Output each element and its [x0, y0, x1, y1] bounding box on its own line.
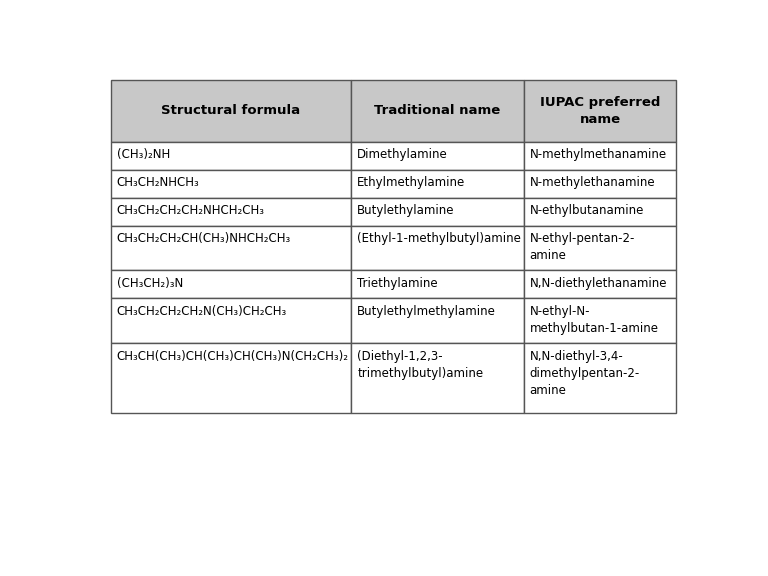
Bar [524, 343, 677, 413]
Bar [351, 343, 524, 413]
Bar [524, 80, 677, 142]
Text: (CH₃CH₂)₃N: (CH₃CH₂)₃N [117, 277, 183, 290]
Bar [111, 80, 351, 142]
Text: N,N-diethylethanamine: N,N-diethylethanamine [530, 277, 667, 290]
Text: N-ethyl-pentan-2-
amine: N-ethyl-pentan-2- amine [530, 232, 635, 262]
Text: Triethylamine: Triethylamine [357, 277, 438, 290]
Text: (Ethyl-1-methylbutyl)amine: (Ethyl-1-methylbutyl)amine [357, 232, 521, 245]
Text: CH₃CH(CH₃)CH(CH₃)CH(CH₃)N(CH₂CH₃)₂: CH₃CH(CH₃)CH(CH₃)CH(CH₃)N(CH₂CH₃)₂ [117, 350, 349, 363]
Bar [351, 298, 524, 343]
Bar [111, 343, 351, 413]
Text: Ethylmethylamine: Ethylmethylamine [357, 176, 465, 190]
Text: N,N-diethyl-3,4-
dimethylpentan-2-
amine: N,N-diethyl-3,4- dimethylpentan-2- amine [530, 350, 640, 397]
Text: CH₃CH₂NHCH₃: CH₃CH₂NHCH₃ [117, 176, 200, 190]
Bar [111, 170, 351, 198]
Bar [111, 142, 351, 170]
Bar [351, 80, 524, 142]
Bar [524, 198, 677, 226]
Bar [111, 298, 351, 343]
Text: CH₃CH₂CH₂CH₂NHCH₂CH₃: CH₃CH₂CH₂CH₂NHCH₂CH₃ [117, 204, 265, 217]
Text: N-ethylbutanamine: N-ethylbutanamine [530, 204, 644, 217]
Bar [524, 170, 677, 198]
Bar [524, 142, 677, 170]
Text: Structural formula: Structural formula [161, 104, 300, 118]
Text: N-ethyl-N-
methylbutan-1-amine: N-ethyl-N- methylbutan-1-amine [530, 305, 659, 335]
Text: N-methylmethanamine: N-methylmethanamine [530, 149, 667, 161]
Text: CH₃CH₂CH₂CH(CH₃)NHCH₂CH₃: CH₃CH₂CH₂CH(CH₃)NHCH₂CH₃ [117, 232, 291, 245]
Text: CH₃CH₂CH₂CH₂N(CH₃)CH₂CH₃: CH₃CH₂CH₂CH₂N(CH₃)CH₂CH₃ [117, 305, 287, 318]
Bar [351, 170, 524, 198]
Bar [351, 270, 524, 298]
Text: N-methylethanamine: N-methylethanamine [530, 176, 655, 190]
Text: Butylethylmethylamine: Butylethylmethylamine [357, 305, 496, 318]
Bar [351, 142, 524, 170]
Text: Dimethylamine: Dimethylamine [357, 149, 448, 161]
Bar [351, 198, 524, 226]
Bar [524, 270, 677, 298]
Text: (CH₃)₂NH: (CH₃)₂NH [117, 149, 170, 161]
Bar [111, 270, 351, 298]
Bar [524, 226, 677, 270]
Text: Traditional name: Traditional name [374, 104, 501, 118]
Text: IUPAC preferred
name: IUPAC preferred name [540, 96, 660, 126]
Bar [111, 226, 351, 270]
Text: Butylethylamine: Butylethylamine [357, 204, 455, 217]
Bar [351, 226, 524, 270]
Bar [524, 298, 677, 343]
Bar [111, 198, 351, 226]
Text: (Diethyl-1,2,3-
trimethylbutyl)amine: (Diethyl-1,2,3- trimethylbutyl)amine [357, 350, 483, 380]
